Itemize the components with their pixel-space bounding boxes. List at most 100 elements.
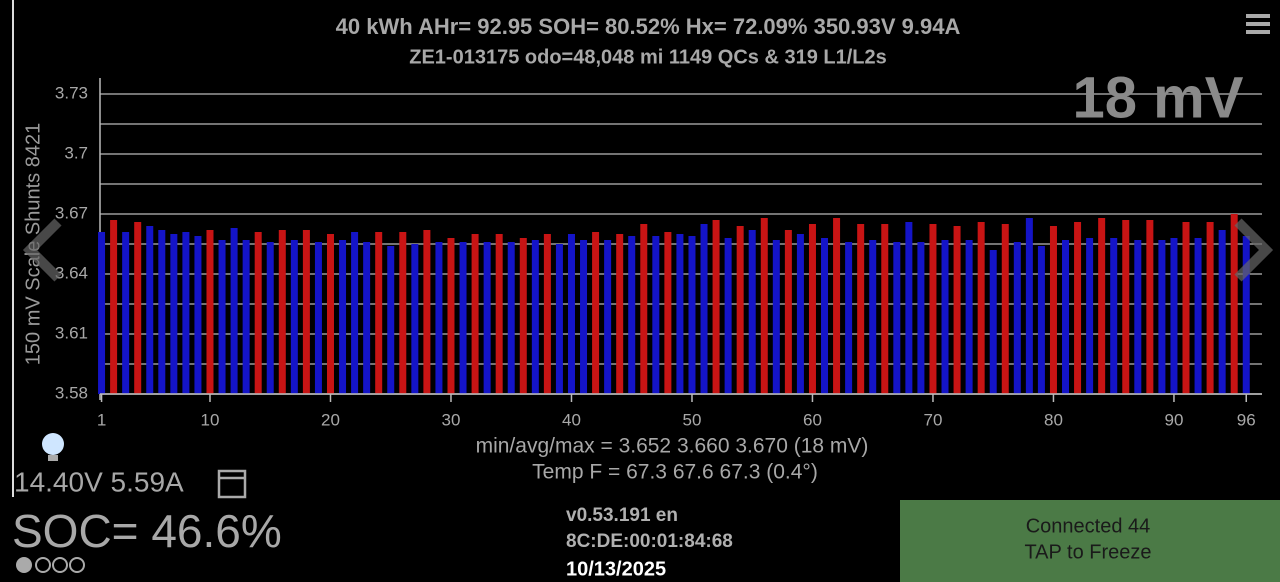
bar [1146,220,1154,394]
header-line: ZE1-013175 odo=48,048 mi 1149 QCs & 319 … [409,46,887,68]
prev-arrow[interactable] [22,218,62,282]
x-tick-label: 1 [97,410,106,429]
x-tick-label: 60 [803,410,822,429]
y-tick-label: 3.73 [55,83,88,102]
bar [1098,218,1106,394]
bar [314,242,322,394]
bar [640,224,648,394]
bar [1086,238,1094,394]
bar [1025,218,1033,394]
bar [592,232,600,394]
bar [1158,240,1166,394]
aux-battery: 14.40V 5.59A [14,466,184,497]
bar [242,240,250,394]
bar [604,240,612,394]
x-tick-label: 70 [924,410,943,429]
page-indicator [16,557,85,573]
bar [881,224,889,394]
bar [616,234,624,394]
bar [1037,246,1045,394]
next-arrow[interactable] [1234,218,1274,282]
bar [724,238,732,394]
bar [375,232,383,394]
x-tick-label: 30 [442,410,461,429]
menu-icon[interactable] [1246,14,1270,34]
bar [194,236,202,394]
header-line: 40 kWh AHr= 92.95 SOH= 80.52% Hx= 72.09%… [336,14,961,39]
bar [748,230,756,394]
bar [483,242,491,394]
bar [278,230,286,394]
bar [1074,222,1082,394]
bar [158,230,166,394]
bar [688,236,696,394]
bar [1218,230,1226,394]
bar [664,232,672,394]
bar [833,218,841,394]
bar [953,226,961,394]
version: v0.53.191 en [566,505,678,526]
bar [459,242,467,394]
bar [652,236,660,394]
bar [531,240,539,394]
bar [1110,238,1118,394]
bar [1134,240,1142,394]
bar [122,232,130,394]
bar [772,240,780,394]
bar [1122,220,1130,394]
bar [507,242,515,394]
bar [423,230,431,394]
bulb-icon[interactable] [42,433,64,461]
bar [254,232,262,394]
bar [760,218,768,394]
bar [447,238,455,394]
bar [326,234,334,394]
bar [519,238,527,394]
bar [977,222,985,394]
bar [110,220,118,394]
bar [1230,214,1238,394]
x-tick-label: 20 [321,410,340,429]
soc: SOC= 46.6% [12,505,282,557]
bar [1049,226,1057,394]
bar [495,234,503,394]
bar [628,236,636,394]
bar [170,234,178,394]
connect-button[interactable] [900,500,1280,582]
bar [1194,238,1202,394]
bar [206,230,214,394]
bar [676,234,684,394]
bar [857,224,865,394]
temp-text: Temp F = 67.3 67.6 67.3 (0.4°) [532,461,818,484]
y-tick-label: 3.7 [64,143,88,162]
bar [1242,236,1250,394]
bar [821,238,829,394]
mac-address: 8C:DE:00:01:84:68 [566,531,733,552]
bar [1013,242,1021,394]
y-tick-label: 3.67 [55,203,88,222]
y-tick-label: 3.61 [55,323,88,342]
bar [567,234,575,394]
bar [351,232,359,394]
spread-annotation: 18 mV [1073,65,1244,130]
bar [290,240,298,394]
bar [905,222,913,394]
bar [929,224,937,394]
bar [98,232,106,394]
connected-text: Connected 44 [1026,515,1151,537]
bar [712,220,720,394]
date: 10/13/2025 [566,558,666,580]
bar [893,242,901,394]
bar [869,240,877,394]
freeze-text: TAP to Freeze [1024,541,1151,563]
bar [266,242,274,394]
calendar-icon[interactable] [217,469,247,499]
x-tick-label: 96 [1237,410,1256,429]
bar [796,234,804,394]
bar [302,230,310,394]
bar [146,226,154,394]
bar [736,226,744,394]
bar [845,242,853,394]
